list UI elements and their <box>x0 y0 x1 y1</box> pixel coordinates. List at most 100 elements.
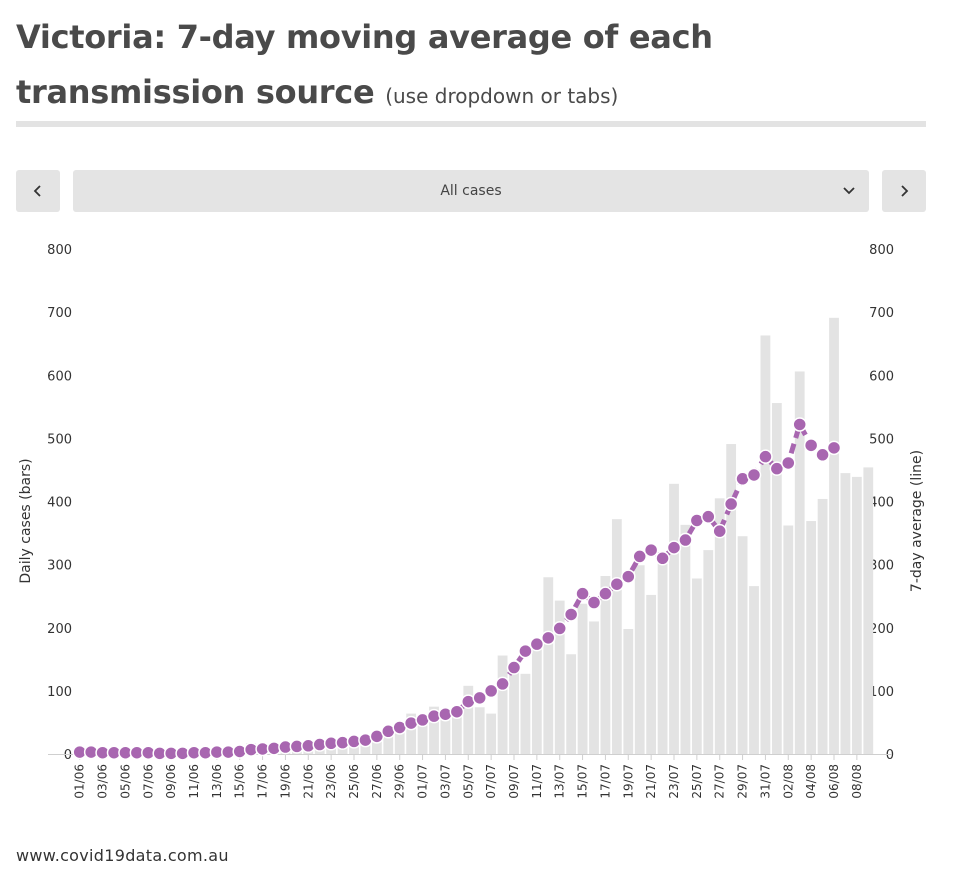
point-7-day-average <box>518 643 533 659</box>
x-tick-label: 11/06 <box>187 764 201 799</box>
point-7-day-average <box>552 621 567 636</box>
x-tick-label: 07/07 <box>484 764 498 799</box>
x-tick-label: 11/07 <box>530 764 544 799</box>
point-7-day-average <box>495 676 510 692</box>
source-footer: www.covid19data.com.au <box>16 846 229 865</box>
x-tick-label: 25/07 <box>690 764 704 799</box>
y-tick-label-right: 300 <box>869 559 894 574</box>
bar-daily-cases <box>451 707 462 754</box>
point-7-day-average <box>792 417 807 432</box>
x-tick-label: 25/06 <box>347 764 361 799</box>
y-tick-label-left: 500 <box>47 432 72 447</box>
bar-daily-cases <box>806 521 817 754</box>
x-tick-label: 08/08 <box>850 764 864 799</box>
y-tick-label-left: 200 <box>47 622 72 637</box>
bar-daily-cases <box>691 578 702 754</box>
point-7-day-average <box>655 551 670 566</box>
x-tick-label: 07/06 <box>141 764 155 799</box>
x-tick-label: 13/07 <box>553 764 567 799</box>
x-tick-label: 19/06 <box>278 764 292 799</box>
bar-daily-cases <box>486 713 497 754</box>
chevron-down-icon <box>843 187 855 195</box>
x-tick-label: 03/06 <box>96 764 110 799</box>
bar-daily-cases <box>577 603 588 754</box>
x-tick-label: 31/07 <box>758 764 772 799</box>
bar-daily-cases <box>463 685 474 754</box>
x-tick-label: 15/07 <box>576 764 590 799</box>
y-tick-label-right: 500 <box>869 432 894 447</box>
y-tick-label-left: 700 <box>47 306 72 321</box>
point-7-day-average <box>758 449 773 464</box>
bar-daily-cases <box>634 565 645 754</box>
previous-button[interactable] <box>16 170 60 212</box>
point-7-day-average <box>575 586 590 601</box>
x-tick-label: 27/07 <box>713 764 727 799</box>
bar-daily-cases <box>703 550 714 754</box>
bar-daily-cases <box>554 600 565 754</box>
y-tick-label-right: 700 <box>869 306 894 321</box>
bar-daily-cases <box>669 483 679 754</box>
bar-daily-cases <box>589 621 599 754</box>
point-7-day-average <box>609 576 625 592</box>
x-tick-label: 04/08 <box>804 764 818 799</box>
transmission-source-dropdown[interactable]: All cases <box>73 170 869 212</box>
x-tick-label: 03/07 <box>438 764 452 799</box>
y-tick-label-left: 100 <box>47 685 72 700</box>
bar-daily-cases <box>440 713 451 754</box>
bar-daily-cases <box>726 444 737 754</box>
x-tick-label: 27/06 <box>370 764 384 799</box>
bar-daily-cases <box>543 577 554 754</box>
bar-daily-cases <box>566 654 577 754</box>
bar-daily-cases <box>371 733 382 754</box>
x-tick-label: 09/06 <box>164 764 178 799</box>
point-7-day-average <box>598 586 613 601</box>
chevron-right-icon <box>901 185 909 197</box>
bar-daily-cases <box>611 519 622 754</box>
x-tick-label: 01/07 <box>416 764 430 799</box>
point-7-day-average <box>506 660 522 675</box>
y-tick-label-left: 0 <box>64 748 72 763</box>
point-7-day-average <box>643 542 659 558</box>
point-7-day-average <box>529 636 545 652</box>
x-tick-label: 19/07 <box>621 764 635 799</box>
y-axis-label-left: Daily cases (bars) <box>18 458 34 583</box>
point-7-day-average <box>472 690 487 706</box>
y-tick-label-right: 100 <box>869 685 894 700</box>
x-tick-label: 09/07 <box>507 764 521 799</box>
y-tick-label-right: 400 <box>869 496 894 511</box>
bar-daily-cases <box>474 707 485 754</box>
bar-daily-cases <box>851 476 862 754</box>
y-tick-label-right: 0 <box>886 748 894 763</box>
bar-daily-cases <box>794 371 805 754</box>
bar-daily-cases <box>417 720 428 754</box>
dropdown-selected-value: All cases <box>440 183 502 199</box>
bar-daily-cases <box>429 706 439 754</box>
x-tick-label: 02/08 <box>781 764 795 799</box>
x-tick-label: 15/06 <box>233 764 247 799</box>
point-7-day-average <box>666 540 682 555</box>
point-7-day-average <box>483 683 499 699</box>
bar-daily-cases <box>840 473 851 754</box>
x-tick-label: 29/07 <box>736 764 750 799</box>
point-7-day-average <box>632 549 647 564</box>
bar-daily-cases <box>394 723 405 754</box>
x-tick-label: 29/06 <box>393 764 407 799</box>
bar-daily-cases <box>760 335 771 754</box>
bar-daily-cases <box>646 594 657 754</box>
x-tick-label: 23/07 <box>667 764 681 799</box>
bar-daily-cases <box>817 498 828 754</box>
x-tick-label: 05/07 <box>461 764 475 799</box>
point-7-day-average <box>712 523 727 539</box>
point-7-day-average <box>563 607 579 622</box>
y-tick-label-left: 800 <box>47 243 72 258</box>
x-tick-label: 21/06 <box>301 764 315 799</box>
point-7-day-average <box>746 467 762 483</box>
y-tick-label-right: 600 <box>869 369 894 384</box>
point-7-day-average <box>586 595 602 610</box>
point-7-day-average <box>449 704 465 719</box>
next-button[interactable] <box>882 170 926 212</box>
bar-daily-cases <box>771 403 782 754</box>
y-tick-label-left: 300 <box>47 559 72 574</box>
point-7-day-average <box>826 440 842 456</box>
bar-daily-cases <box>497 655 508 754</box>
